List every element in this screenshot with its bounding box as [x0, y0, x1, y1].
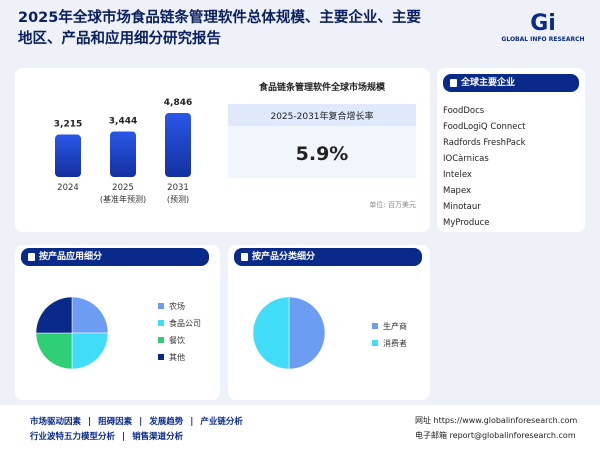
chart-title: 食品链条管理软件全球市场规模 — [258, 81, 386, 93]
website: 网址 https://www.globalinforesearch.com — [415, 415, 577, 426]
value-label: 4,846 — [164, 98, 192, 108]
category-label: 2024 — [57, 183, 79, 193]
link: 市场驱动因素 — [30, 417, 82, 427]
pie-slice — [71, 332, 109, 370]
category-label: 2031 — [167, 183, 189, 193]
unit: 单位: 百万美元 — [369, 200, 416, 209]
separator: | — [88, 417, 92, 427]
category-label: 2025 — [112, 183, 134, 193]
pie-slice — [71, 296, 109, 334]
legend-label: 消费者 — [383, 338, 407, 348]
pie-slice — [35, 332, 73, 370]
bar — [165, 113, 191, 177]
legend-swatch — [158, 320, 164, 326]
value-label: 3,215 — [54, 120, 82, 130]
legend-label: 食品公司 — [169, 318, 201, 328]
category-note: (基准年预测) — [100, 194, 146, 204]
link: 发展趋势 — [149, 417, 184, 427]
companies-title: 全球主要企业 — [443, 74, 579, 92]
separator: | — [122, 432, 126, 442]
company: Minotaur — [443, 202, 481, 212]
title-line: 地区、产品和应用细分研究报告 — [18, 31, 221, 47]
logo-text: GLOBAL INFO RESEARCH — [501, 36, 585, 43]
legend-label: 农场 — [169, 301, 185, 311]
website-value: https://www.globalinforesearch.com — [433, 416, 578, 425]
links: 市场驱动因素 | 阻碍因素 | 发展趋势 | 产业链分析 — [30, 415, 243, 427]
links: 行业波特五力模型分析 | 销售渠道分析 — [30, 430, 183, 442]
title: 2025年全球市场食品链条管理软件总体规模、主要企业、主要 地区、产品和应用细分… — [18, 8, 421, 50]
logo: Gi GLOBAL INFO RESEARCH — [498, 11, 588, 44]
legend-swatch — [372, 340, 378, 346]
company: IOCàrnicas — [443, 154, 489, 164]
company: Intelex — [443, 170, 472, 180]
section-title: 按产品分类细分 — [234, 248, 422, 266]
pie-slice — [288, 296, 326, 370]
company: MyProduce — [443, 218, 490, 228]
company: FoodLogiQ Connect — [443, 122, 526, 132]
separator: | — [139, 417, 143, 427]
pie-slice — [35, 296, 73, 334]
pie-slice — [252, 296, 290, 370]
section-title: 按产品应用细分 — [21, 248, 209, 266]
label: 网址 — [415, 416, 431, 425]
company: Mapex — [443, 186, 472, 196]
company-list: FoodDocs FoodLogiQ Connect Radfords FreshP… — [443, 103, 526, 231]
cagr-title-box — [228, 104, 416, 126]
bar — [55, 134, 81, 177]
link: 产业链分析 — [200, 417, 243, 427]
cagr-value: 5.9% — [296, 143, 349, 165]
title-line: 2025年全球市场食品链条管理软件总体规模、主要企业、主要 — [18, 10, 421, 26]
footer: 市场驱动因素 | 阻碍因素 | 发展趋势 | 产业链分析 行业波特五力模型分析 | 销售渠道分析… — [0, 405, 600, 466]
company: Radfords FreshPack — [443, 138, 526, 148]
label: 电子邮箱 — [415, 431, 447, 440]
legend-swatch — [372, 323, 378, 329]
logo-mark: Gi — [530, 11, 556, 36]
legend-label: 餐饮 — [169, 335, 185, 345]
legend-swatch — [158, 337, 164, 343]
cagr-box — [228, 126, 416, 178]
bar — [110, 131, 136, 177]
value-label: 3,444 — [109, 117, 137, 127]
category-note: (预测) — [167, 194, 189, 204]
legend-swatch — [158, 303, 164, 309]
company: FoodDocs — [443, 106, 485, 116]
link: 销售渠道分析 — [132, 432, 184, 442]
legend-label: 生产商 — [383, 321, 407, 331]
legend-swatch — [158, 354, 164, 360]
companies-panel: 全球主要企业 FoodDocs FoodLogiQ Connect Radfords… — [437, 68, 585, 232]
email: 电子邮箱 report@globalinforesearch.com — [415, 430, 576, 441]
link: 阻碍因素 — [98, 417, 133, 427]
cagr-title: 2025-2031年复合增长率 — [270, 110, 373, 122]
separator: | — [190, 417, 194, 427]
legend-label: 其他 — [169, 352, 185, 362]
email-value: report@globalinforesearch.com — [449, 431, 576, 440]
link: 行业波特五力模型分析 — [30, 432, 116, 442]
